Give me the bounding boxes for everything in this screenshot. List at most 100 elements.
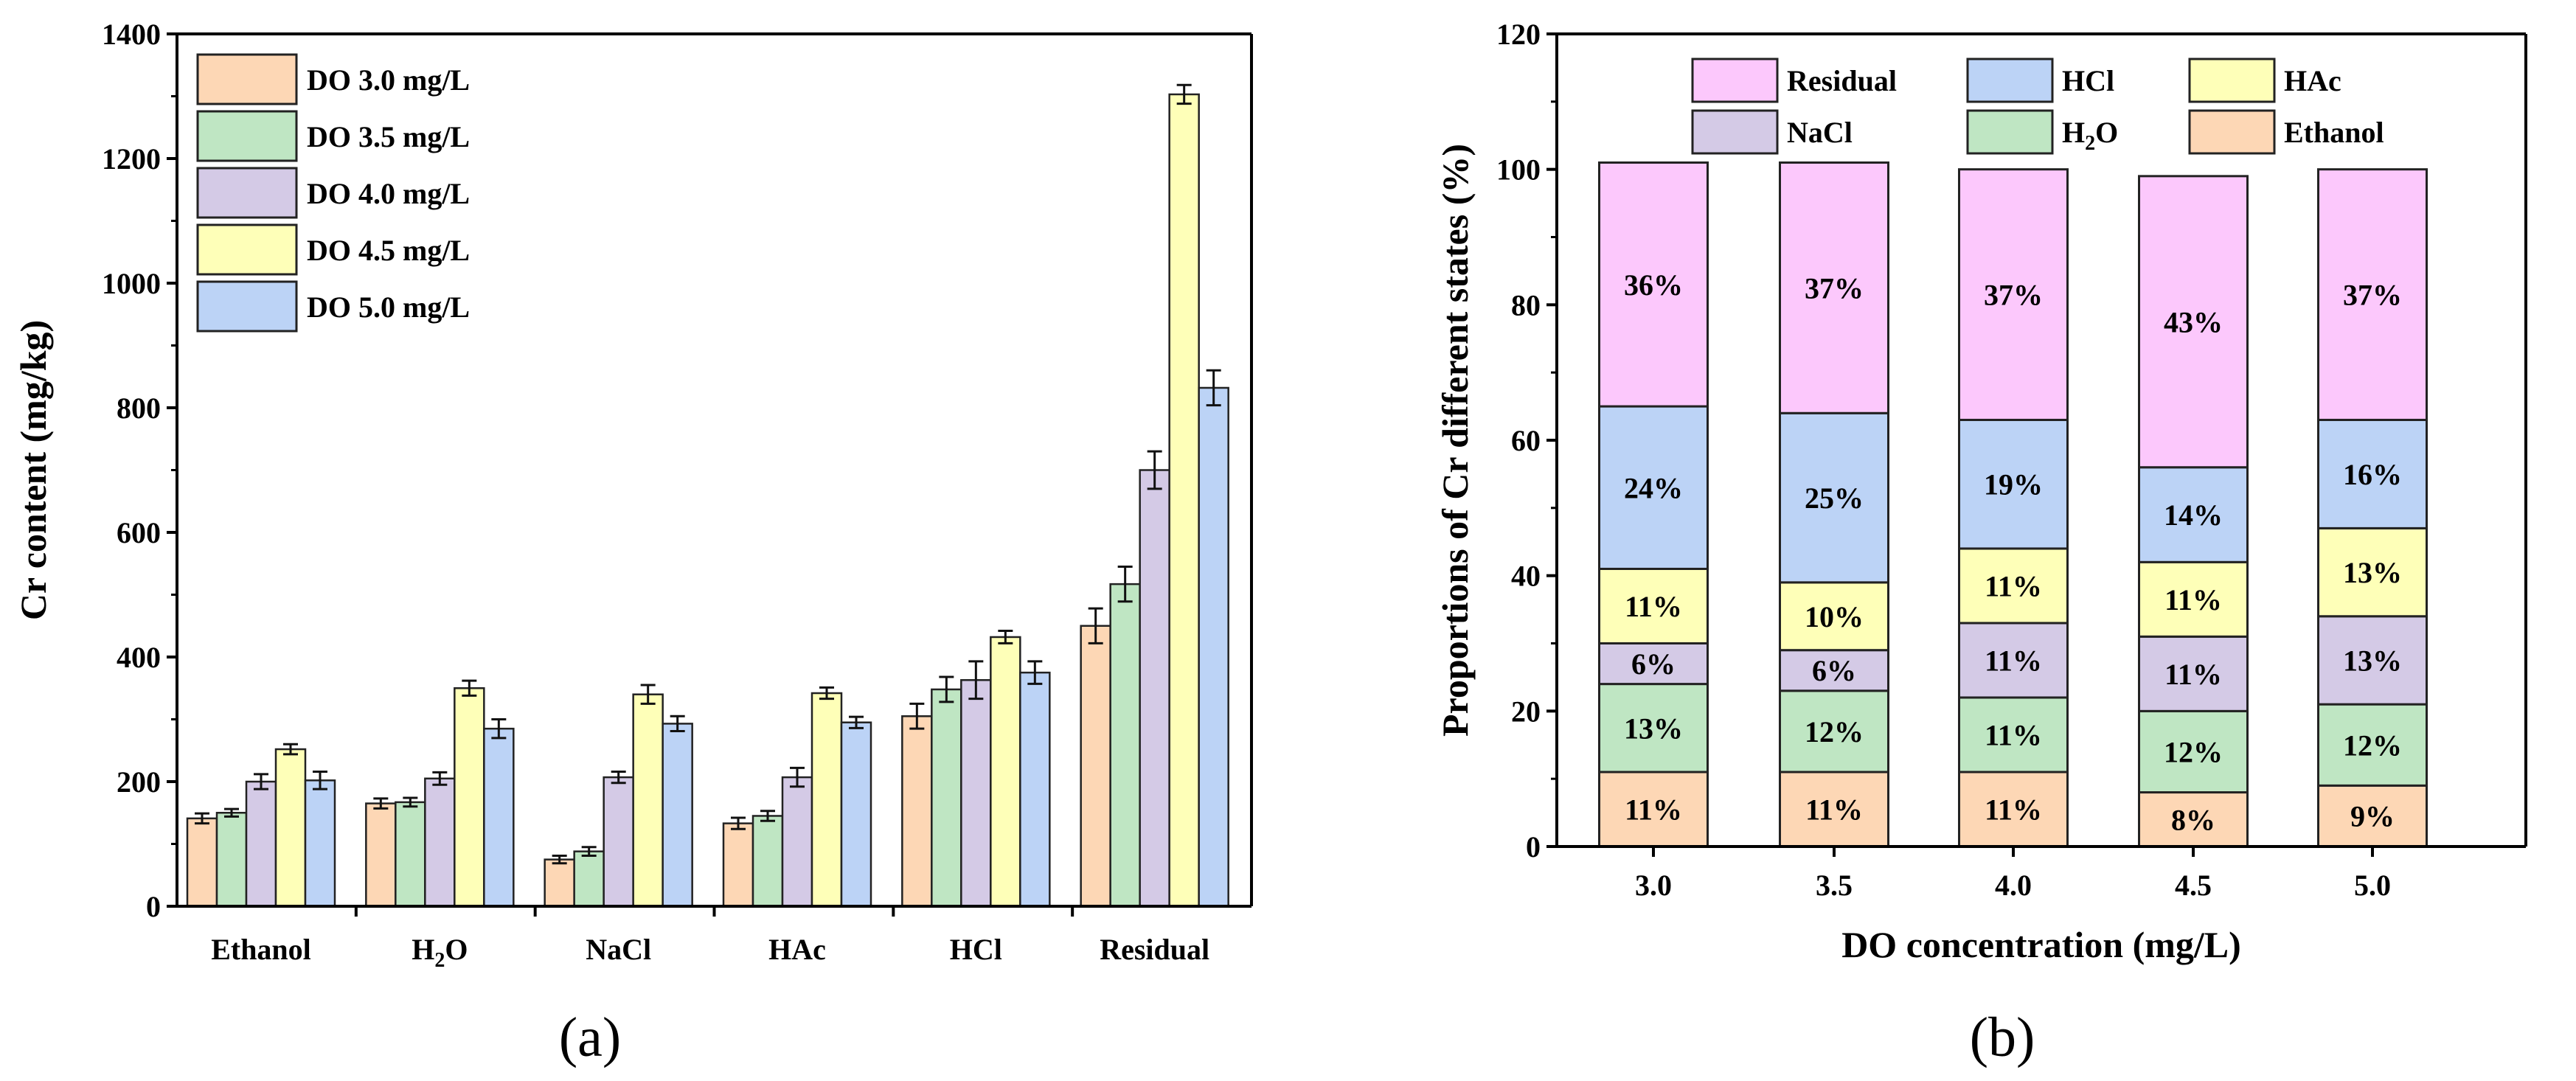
stack-label-3.5-hcl: 25%: [1805, 482, 1864, 515]
legend-swatch-ethanol: [2188, 109, 2276, 155]
error-bar-hac-s4: [849, 715, 864, 729]
error-bar-residual-s1: [1117, 565, 1133, 603]
legend-label-nacl: NaCl: [1787, 116, 1853, 149]
stack-3.0-residual: [1598, 161, 1709, 408]
error-bar-residual-s0: [1088, 607, 1103, 644]
error-bar-hac-s3: [819, 686, 834, 701]
stack-3.5-h2o: [1779, 689, 1889, 774]
bar-h2o-s0: [365, 802, 397, 908]
stack-label-4.0-h2o: 11%: [1985, 718, 2042, 751]
y-tick-label: 40: [1511, 560, 1541, 593]
stack-label-4.5-hcl: 14%: [2164, 498, 2223, 532]
legend-label-s4: DO 5.0 mg/L: [307, 291, 470, 324]
y-tick-label: 1200: [102, 142, 161, 175]
error-bar-hcl-s4: [1027, 660, 1043, 685]
legend-swatch-nacl: [1691, 109, 1779, 155]
chart-b: 11% 13% 6% 11% 24% 36% 11% 12% 6% 10% 25% 37% 11% 11%…: [1434, 18, 2527, 965]
stack-label-3.0-h2o: 13%: [1624, 712, 1683, 745]
x-tick-label-nacl: NaCl: [586, 933, 651, 966]
error-bar-hac-s0: [731, 816, 746, 830]
x-tick-label-4.5: 4.5: [2175, 869, 2212, 902]
bar-ethanol-s2: [245, 780, 277, 908]
bar-hac-s1: [751, 815, 784, 908]
error-bar-residual-s4: [1206, 369, 1221, 407]
stack-3.0-ethanol: [1598, 771, 1709, 848]
stack-label-3.5-nacl: 6%: [1812, 654, 1856, 687]
error-bar-nacl-s0: [552, 855, 567, 865]
bar-residual-s3: [1168, 93, 1200, 908]
stack-label-4.0-hac: 11%: [1985, 569, 2042, 602]
x-tick-label-3.5: 3.5: [1816, 869, 1853, 902]
bar-residual-s0: [1080, 625, 1111, 908]
bar-hac-s0: [722, 822, 754, 908]
chart-a: 0 200 400 600 800 1000 1200 1400 Ethanol H2O NaCl H…: [13, 18, 1253, 972]
error-bar-ethanol-s2: [254, 773, 268, 790]
bar-ethanol-s4: [304, 779, 336, 908]
error-bar-nacl-s2: [611, 770, 626, 785]
stack-label-3.0-hac: 11%: [1625, 590, 1682, 623]
legend-label-h2o: H2O: [2062, 116, 2118, 155]
bar-hac-s4: [840, 721, 872, 908]
bar-hcl-s2: [960, 679, 992, 908]
error-bar-h2o-s0: [373, 797, 389, 810]
bar-hac-s2: [781, 776, 813, 908]
legend-label-s0: DO 3.0 mg/L: [307, 63, 470, 97]
legend-label-s1: DO 3.5 mg/L: [307, 120, 470, 153]
stack-label-3.5-ethanol: 11%: [1805, 793, 1863, 826]
y-tick-label: 600: [117, 516, 161, 549]
stack-4.0-ethanol: [1958, 771, 2069, 848]
bar-nacl-s2: [603, 776, 634, 908]
y-tick-label: 1400: [102, 18, 161, 51]
stack-label-4.0-hcl: 19%: [1984, 468, 2043, 501]
bar-residual-s2: [1139, 469, 1170, 908]
x-tick-label-ethanol: Ethanol: [211, 933, 311, 966]
error-bar-hcl-s3: [998, 630, 1013, 644]
stack-3.5-hac: [1779, 581, 1889, 652]
bar-ethanol-s3: [274, 748, 307, 908]
legend-label-ethanol: Ethanol: [2284, 116, 2384, 149]
stack-4.0-nacl: [1958, 622, 2069, 699]
stack-label-3.5-h2o: 12%: [1805, 715, 1864, 748]
stack-3.0-hcl: [1598, 405, 1709, 570]
y-tick-label: 200: [117, 765, 161, 799]
stack-5.0-hac: [2317, 526, 2428, 618]
stack-label-5.0-hac: 13%: [2343, 556, 2402, 589]
bar-hac-s3: [810, 692, 843, 908]
panel-label-a: (a): [559, 1007, 621, 1068]
error-bar-residual-s3: [1176, 83, 1192, 105]
error-bar-nacl-s1: [581, 846, 597, 858]
stack-label-5.0-ethanol: 9%: [2350, 800, 2395, 833]
legend-label-hac: HAc: [2284, 64, 2341, 97]
error-bar-hcl-s0: [909, 702, 925, 730]
x-tick-label-residual: Residual: [1100, 933, 1209, 966]
stack-5.0-nacl: [2317, 615, 2428, 706]
x-tick-label-5.0: 5.0: [2354, 869, 2391, 902]
error-bar-hcl-s1: [939, 675, 954, 703]
error-bar-ethanol-s3: [283, 743, 298, 756]
stack-label-5.0-nacl: 13%: [2343, 644, 2402, 677]
error-bar-ethanol-s0: [195, 812, 209, 825]
legend-swatch-s4: [196, 280, 298, 333]
legend-swatch-s2: [196, 167, 298, 219]
bar-nacl-s0: [544, 858, 575, 908]
stack-label-3.5-residual: 37%: [1805, 271, 1864, 305]
stack-5.0-ethanol: [2317, 784, 2428, 848]
stack-4.0-hac: [1958, 547, 2069, 625]
x-tick-label-hcl: HCl: [950, 933, 1002, 966]
bar-hcl-s1: [931, 688, 962, 908]
stack-label-3.5-hac: 10%: [1805, 600, 1864, 633]
stack-label-5.0-hcl: 16%: [2343, 458, 2402, 491]
stack-4.5-h2o: [2138, 709, 2249, 794]
legend-swatch-h2o: [1966, 109, 2054, 155]
error-bar-h2o-s1: [403, 796, 418, 808]
legend-label-s2: DO 4.0 mg/L: [307, 177, 470, 210]
bar-hcl-s3: [990, 636, 1021, 908]
error-bar-residual-s2: [1147, 450, 1162, 490]
legend-label-s3: DO 4.5 mg/L: [307, 234, 470, 267]
error-bar-nacl-s3: [640, 684, 656, 705]
stack-label-4.0-nacl: 11%: [1985, 644, 2042, 677]
error-bar-h2o-s2: [432, 771, 448, 786]
bar-h2o-s2: [424, 777, 456, 908]
error-bar-hac-s2: [790, 766, 805, 788]
bar-nacl-s1: [573, 850, 605, 908]
